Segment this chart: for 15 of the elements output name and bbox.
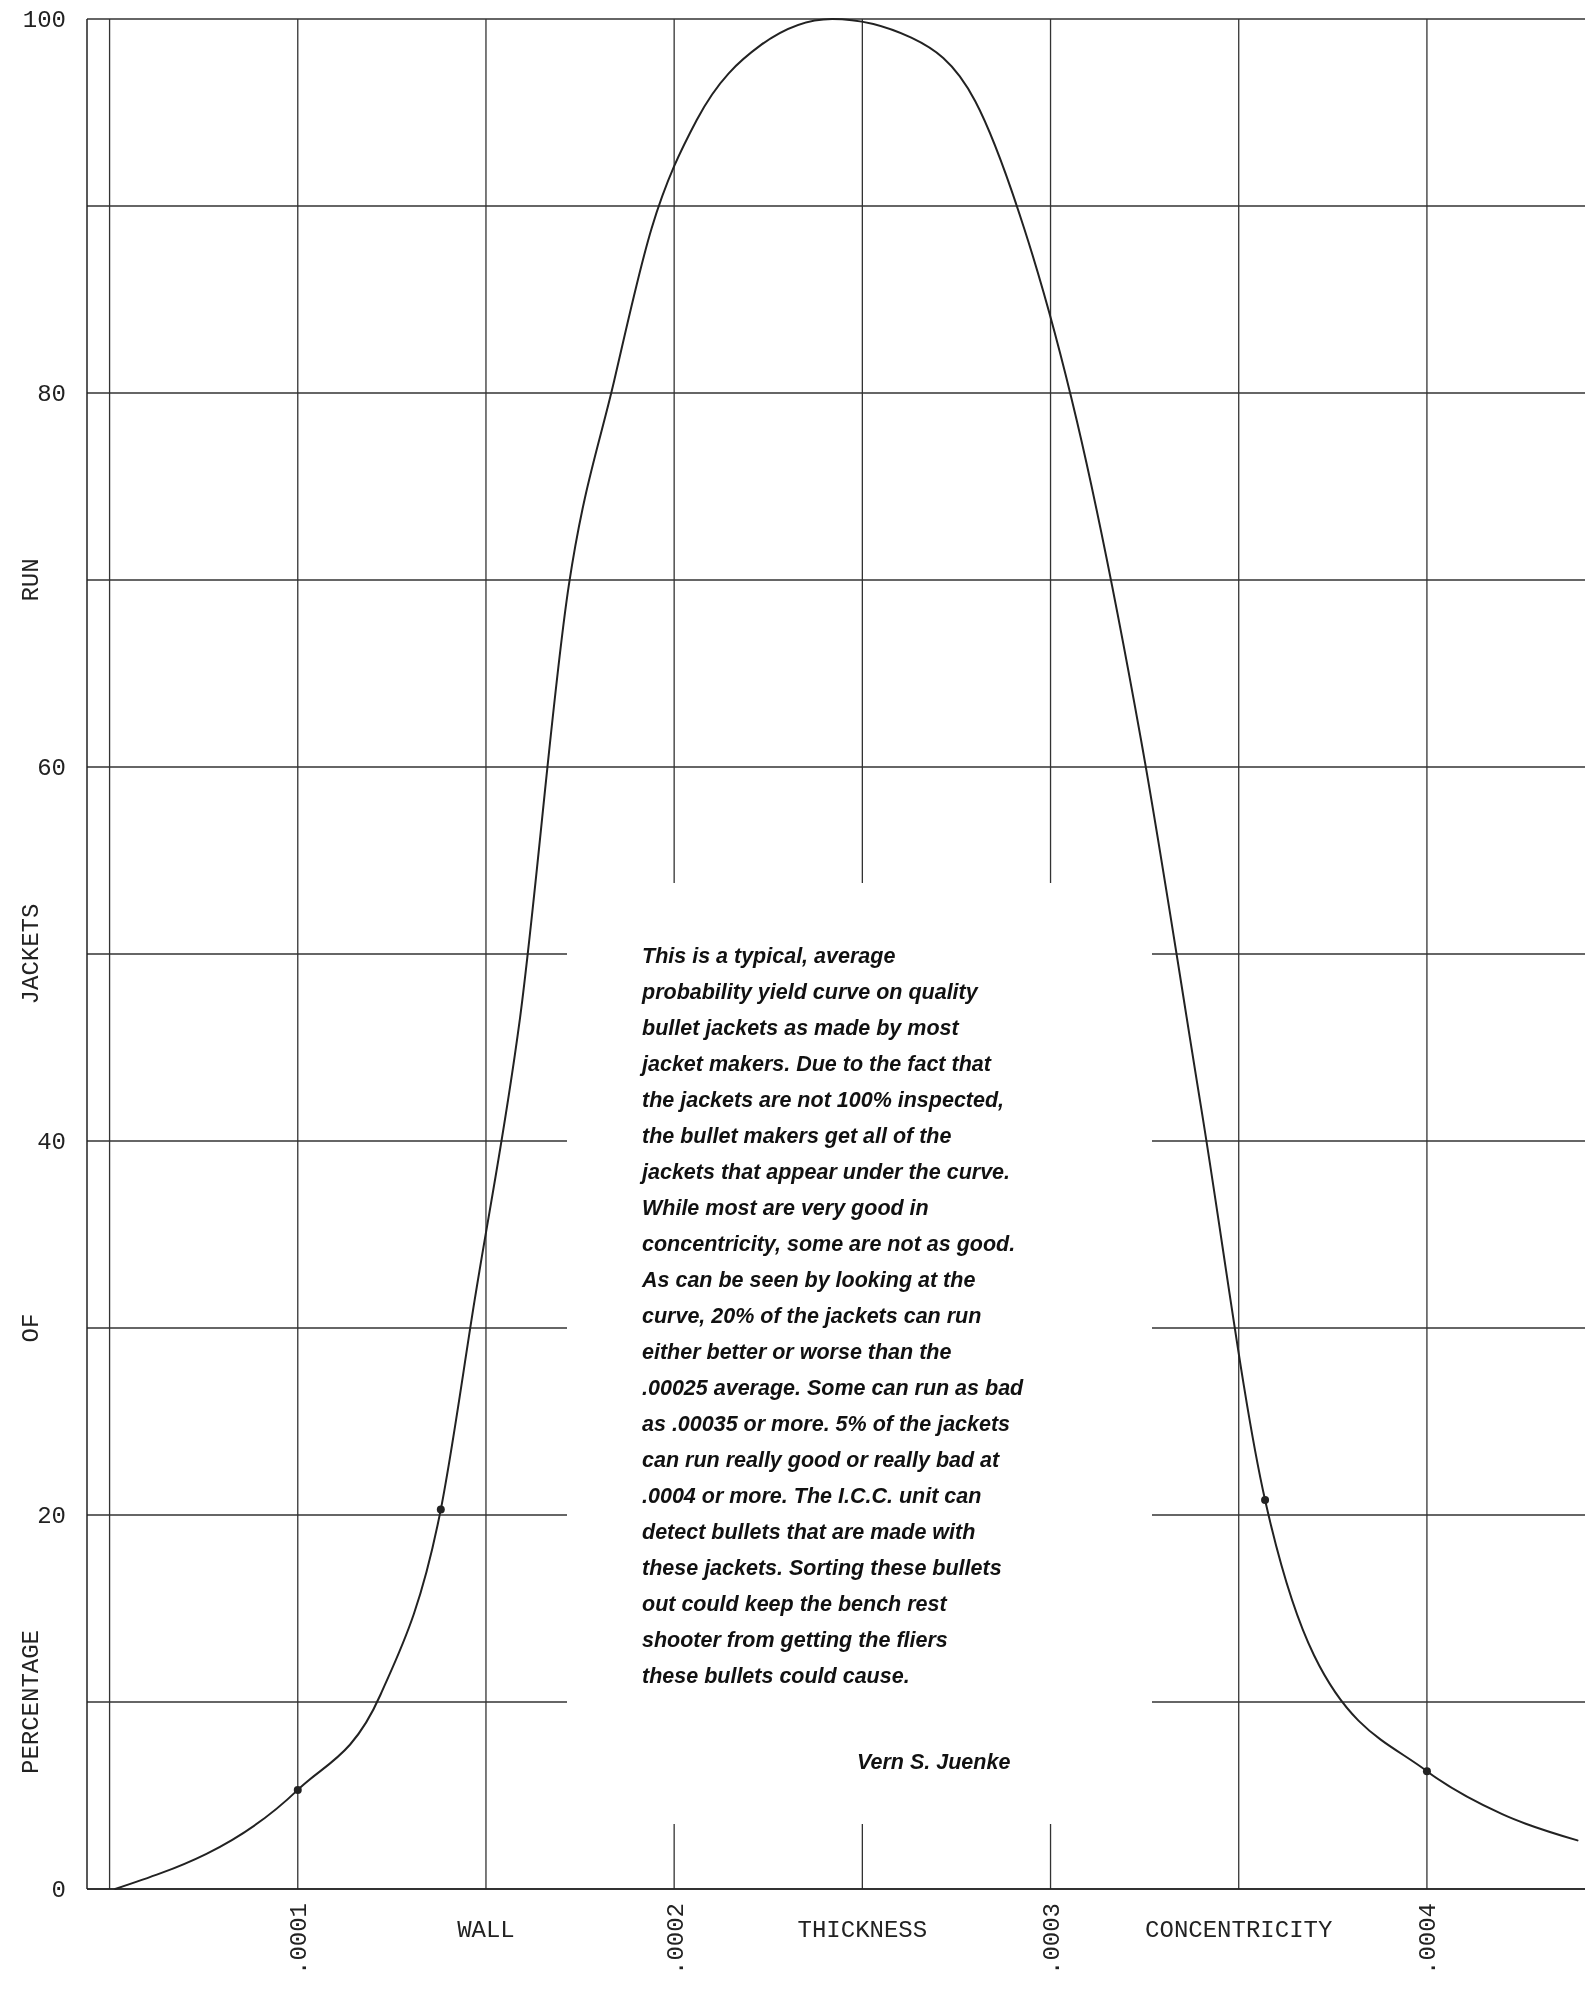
- x-tick-label: .0001: [286, 1903, 314, 1976]
- point: [1261, 1496, 1270, 1505]
- y-tick-label: 20: [37, 1503, 66, 1531]
- y-tick-label: 100: [22, 7, 66, 35]
- x-tick-label: .0002: [662, 1903, 690, 1976]
- x-tick-label: .0003: [1038, 1903, 1066, 1976]
- point: [293, 1785, 302, 1794]
- annotation: Vern S. Juenke: [857, 1750, 1011, 1774]
- y-tick-label: 60: [37, 755, 66, 783]
- x-tick-label: .0004: [1415, 1903, 1443, 1976]
- y-tick-label: 80: [37, 381, 66, 409]
- y-tick-label: 0: [51, 1877, 66, 1905]
- point: [1422, 1767, 1431, 1776]
- point: [436, 1505, 445, 1514]
- y-tick-label: 40: [37, 1129, 66, 1157]
